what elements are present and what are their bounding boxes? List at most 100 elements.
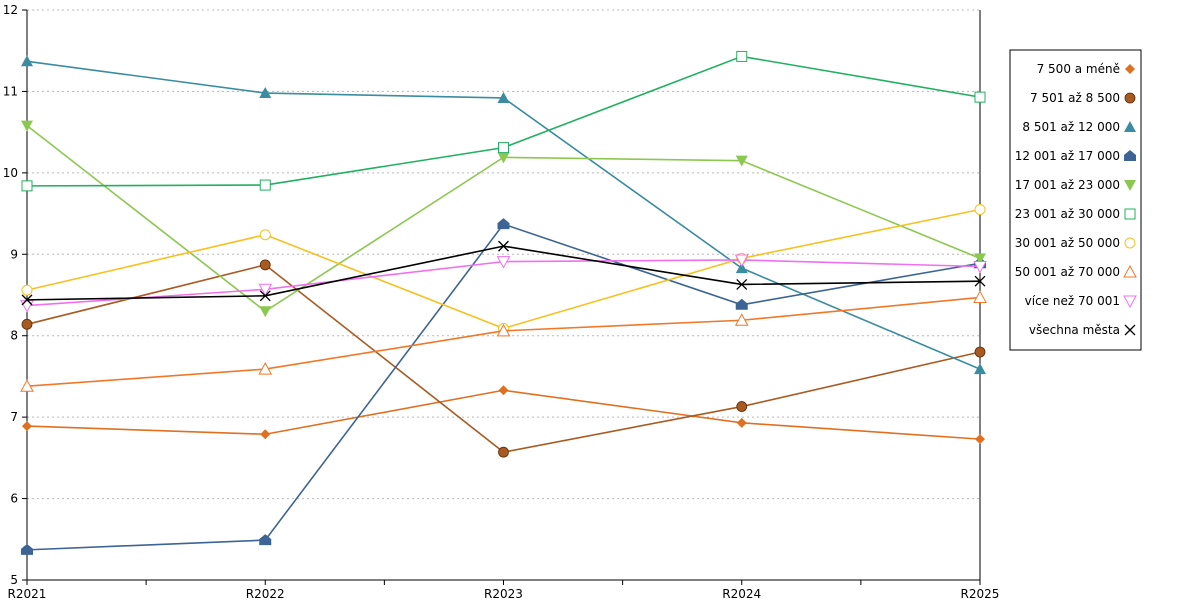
legend-label: 30 001 až 50 000 — [1015, 236, 1120, 250]
legend-label: 8 501 až 12 000 — [1022, 120, 1120, 134]
x-tick-label: R2022 — [246, 587, 285, 600]
data-point-12-001-az-17-000 — [497, 218, 510, 230]
data-point-50-001-az-70-000 — [734, 313, 749, 326]
series-line-7-500-a-mene — [26, 389, 981, 440]
legend-label: všechna města — [1029, 323, 1120, 337]
series-17-001-az-23-000 — [21, 120, 986, 318]
data-point-17-001-az-23-000 — [497, 152, 510, 164]
series-line-23-001-az-30-000 — [26, 55, 981, 187]
legend-item-7-500-a-mene: 7 500 a méně — [1037, 62, 1135, 76]
data-point-30-001-az-50-000 — [974, 204, 986, 215]
data-point-23-001-az-30-000 — [21, 180, 33, 192]
data-point-7-501-az-8-500 — [974, 346, 986, 358]
series-vsechna-mesta — [21, 240, 986, 306]
legend-item-50-001-az-70-000: 50 001 až 70 000 — [1015, 264, 1137, 279]
legend-marker-7-501-az-8-500 — [1124, 92, 1136, 104]
legend-item-7-501-az-8-500: 7 501 až 8 500 — [1030, 91, 1136, 105]
x-tick-label: R2023 — [484, 587, 523, 600]
data-point-7-500-a-mene — [260, 429, 271, 440]
data-point-7-501-az-8-500 — [736, 401, 748, 412]
legend-item-12-001-az-17-000: 12 001 až 17 000 — [1015, 149, 1136, 163]
legend-marker-12-001-az-17-000 — [1124, 150, 1136, 161]
data-point-8-501-az-12-000 — [259, 87, 272, 99]
x-tick-label: R2024 — [722, 587, 761, 600]
data-point-17-001-az-23-000 — [259, 306, 272, 318]
series-line-50-001-az-70-000 — [26, 296, 981, 387]
data-point-vsechna-mesta — [259, 290, 271, 302]
series-7-501-az-8-500 — [21, 259, 986, 458]
grid — [27, 9, 980, 500]
data-point-vice-nez-70-001 — [258, 283, 273, 297]
data-point-7-500-a-mene — [975, 434, 985, 445]
legend-marker-50-001-az-70-000 — [1123, 264, 1137, 278]
data-point-8-501-az-12-000 — [735, 262, 748, 274]
legend-item-23-001-az-30-000: 23 001 až 30 000 — [1015, 207, 1136, 221]
series-group — [20, 50, 987, 555]
data-point-7-501-az-8-500 — [21, 318, 33, 330]
data-point-23-001-az-30-000 — [736, 50, 748, 62]
data-point-8-501-az-12-000 — [497, 91, 510, 103]
series-12-001-az-17-000 — [21, 218, 986, 555]
y-tick-label: 6 — [10, 492, 18, 506]
y-tick-label: 7 — [10, 410, 18, 424]
legend-item-17-001-az-23-000: 17 001 až 23 000 — [1015, 178, 1136, 192]
legend-marker-vice-nez-70-001 — [1123, 295, 1137, 309]
legend-label: 7 500 a méně — [1037, 62, 1120, 76]
data-point-30-001-az-50-000 — [21, 284, 33, 296]
legend-marker-8-501-az-12-000 — [1124, 121, 1136, 132]
data-point-7-500-a-mene — [498, 385, 509, 396]
legend-marker-vsechna-mesta — [1124, 324, 1136, 336]
legend-label: 50 001 až 70 000 — [1015, 265, 1120, 279]
data-point-23-001-az-30-000 — [974, 91, 986, 103]
legend-label: 17 001 až 23 000 — [1015, 178, 1120, 192]
x-tick-label: R2021 — [8, 587, 47, 600]
data-point-50-001-az-70-000 — [20, 379, 34, 392]
data-point-8-501-az-12-000 — [974, 363, 986, 375]
data-point-7-501-az-8-500 — [259, 259, 271, 271]
series-vice-nez-70-001 — [20, 254, 987, 313]
legend-label: 23 001 až 30 000 — [1015, 207, 1120, 221]
data-point-7-500-a-mene — [736, 417, 747, 428]
data-point-7-501-az-8-500 — [498, 446, 509, 458]
legend-label: 7 501 až 8 500 — [1030, 91, 1120, 105]
series-7-500-a-mene — [22, 385, 985, 445]
y-tick-label: 9 — [10, 247, 18, 261]
data-point-vice-nez-70-001 — [734, 254, 749, 268]
data-point-12-001-az-17-000 — [735, 298, 748, 310]
data-point-50-001-az-70-000 — [973, 290, 987, 303]
y-tick-label: 10 — [3, 166, 18, 180]
legend-marker-7-500-a-mene — [1125, 64, 1135, 74]
legend-item-30-001-az-50-000: 30 001 až 50 000 — [1015, 236, 1136, 250]
data-point-7-500-a-mene — [22, 421, 32, 432]
data-point-30-001-az-50-000 — [259, 229, 271, 241]
data-point-vsechna-mesta — [498, 240, 509, 252]
legend-marker-17-001-az-23-000 — [1124, 180, 1136, 191]
data-point-23-001-az-30-000 — [498, 142, 509, 154]
data-point-12-001-az-17-000 — [21, 543, 33, 555]
data-point-vsechna-mesta — [21, 294, 33, 306]
data-point-vice-nez-70-001 — [973, 261, 987, 274]
data-point-vice-nez-70-001 — [496, 256, 511, 269]
series-23-001-az-30-000 — [21, 50, 986, 192]
legend-marker-30-001-az-50-000 — [1124, 237, 1136, 249]
data-point-50-001-az-70-000 — [496, 323, 511, 337]
data-point-vsechna-mesta — [974, 275, 986, 287]
y-tick-label: 8 — [10, 329, 18, 343]
legend-item-vsechna-mesta: všechna města — [1029, 323, 1136, 337]
series-line-7-501-az-8-500 — [26, 264, 981, 454]
data-point-17-001-az-23-000 — [974, 253, 986, 265]
data-point-8-501-az-12-000 — [21, 55, 33, 67]
x-tick-label: R2025 — [961, 587, 1000, 600]
axes: 5 6 7 8 9 10 11 12 R2021 R2022 R2023 R2024 R2025 — [3, 3, 1000, 601]
data-point-12-001-az-17-000 — [259, 534, 272, 546]
y-tick-label: 5 — [10, 573, 18, 587]
y-tick-label: 12 — [3, 3, 18, 17]
legend-box — [1009, 49, 1142, 351]
y-tick-label: 11 — [3, 84, 18, 98]
data-point-17-001-az-23-000 — [21, 120, 33, 132]
data-point-23-001-az-30-000 — [259, 179, 271, 191]
legend-item-8-501-az-12-000: 8 501 až 12 000 — [1022, 120, 1136, 134]
legend-label: 12 001 až 17 000 — [1015, 149, 1120, 163]
